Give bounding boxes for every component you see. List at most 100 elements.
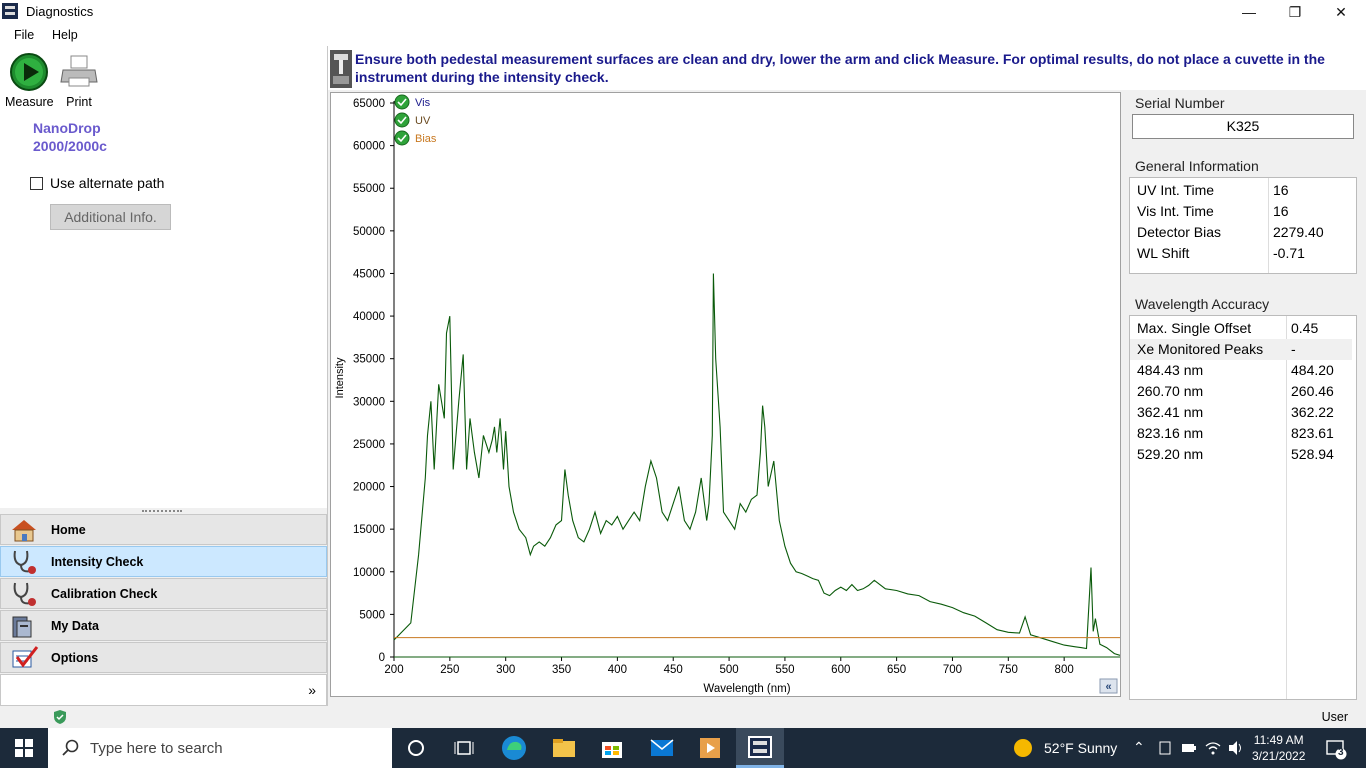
taskbar-search-box[interactable]: Type here to search xyxy=(48,728,392,768)
nav-my-data[interactable]: My Data xyxy=(0,610,327,641)
wl-row-name: 529.20 nm xyxy=(1137,446,1204,462)
general-info-grid: UV Int. Time 16 Vis Int. Time 16 Detecto… xyxy=(1129,177,1357,274)
store-icon[interactable] xyxy=(588,728,636,768)
instrument-icon xyxy=(330,50,352,88)
general-row-value: 2279.40 xyxy=(1273,224,1324,240)
stethoscope-icon xyxy=(13,582,36,606)
wl-row-value: 260.46 xyxy=(1291,383,1334,399)
table-row: 362.41 nm 362.22 xyxy=(1130,402,1356,423)
general-info-label: General Information xyxy=(1135,158,1259,174)
general-row-value: 16 xyxy=(1273,182,1289,198)
x-axis-title: Wavelength (nm) xyxy=(703,683,790,695)
nanodrop-taskbar-icon[interactable] xyxy=(736,728,784,768)
nav-calibration-check[interactable]: Calibration Check xyxy=(0,578,327,609)
taskbar-clock[interactable]: 11:49 AM 3/21/2022 xyxy=(1252,732,1305,764)
table-row: Max. Single Offset 0.45 xyxy=(1130,318,1356,339)
notification-icon[interactable] xyxy=(1325,738,1347,760)
panel-splitter[interactable] xyxy=(0,508,327,514)
device-icon[interactable] xyxy=(1158,741,1172,755)
title-bar: Diagnostics — ❐ ✕ xyxy=(0,0,1366,24)
collapse-chevron-icon: « xyxy=(1105,681,1111,693)
x-tick-label: 750 xyxy=(999,664,1018,676)
wavelength-accuracy-label: Wavelength Accuracy xyxy=(1135,296,1270,312)
print-label: Print xyxy=(66,95,92,109)
alternate-path-checkbox[interactable] xyxy=(30,176,43,190)
restore-button[interactable]: ❐ xyxy=(1288,3,1302,20)
wl-row-value: 362.22 xyxy=(1291,404,1334,420)
taskbar: Type here to search 52°F Sunny ⌃ 11:49 A… xyxy=(0,728,1366,768)
splitter-grip-icon xyxy=(142,510,182,512)
instruction-banner: Ensure both pedestal measurement surface… xyxy=(328,46,1366,90)
task-view-icon[interactable] xyxy=(440,728,488,768)
nav-intensity-check[interactable]: Intensity Check xyxy=(0,546,327,577)
wl-row-value: 484.20 xyxy=(1291,362,1334,378)
legend-label: Bias xyxy=(415,133,437,145)
legend-label: UV xyxy=(415,115,431,127)
home-icon xyxy=(12,519,36,541)
menu-file[interactable]: File xyxy=(14,28,35,42)
y-tick-label: 10000 xyxy=(353,567,385,579)
alternate-path-checkbox-row[interactable]: Use alternate path xyxy=(30,175,164,191)
wl-row-value: 528.94 xyxy=(1291,446,1334,462)
clock-date: 3/21/2022 xyxy=(1252,749,1306,763)
data-folder-icon xyxy=(12,616,32,637)
table-row: Detector Bias 2279.40 xyxy=(1130,222,1356,243)
file-explorer-icon[interactable] xyxy=(540,728,588,768)
legend-label: Vis xyxy=(415,97,431,109)
weather-sun-icon xyxy=(1014,739,1032,757)
close-button[interactable]: ✕ xyxy=(1335,3,1347,20)
y-tick-label: 65000 xyxy=(353,98,385,110)
wifi-icon[interactable] xyxy=(1205,740,1221,756)
media-player-icon[interactable] xyxy=(686,728,734,768)
x-tick-label: 250 xyxy=(440,664,459,676)
general-row-value: 16 xyxy=(1273,203,1289,219)
additional-info-button[interactable]: Additional Info. xyxy=(50,204,171,230)
nav-options[interactable]: Options xyxy=(0,642,327,673)
weather-text[interactable]: 52°F Sunny xyxy=(1044,740,1118,756)
expand-chevron-icon[interactable]: » xyxy=(308,682,316,698)
instruction-text: Ensure both pedestal measurement surface… xyxy=(355,51,1325,85)
series-vis-line xyxy=(393,273,1121,656)
minimize-button[interactable]: — xyxy=(1242,4,1256,20)
table-row: WL Shift -0.71 xyxy=(1130,243,1356,264)
menu-help[interactable]: Help xyxy=(52,28,78,42)
x-tick-label: 650 xyxy=(887,664,906,676)
x-tick-label: 600 xyxy=(831,664,850,676)
measure-button[interactable]: Measure xyxy=(5,52,54,109)
chevron-up-icon[interactable]: ⌃ xyxy=(1133,739,1145,755)
mail-icon[interactable] xyxy=(638,728,686,768)
legend-checkmark xyxy=(397,116,407,125)
y-tick-label: 55000 xyxy=(353,183,385,195)
x-tick-label: 800 xyxy=(1055,664,1074,676)
y-tick-label: 15000 xyxy=(353,524,385,536)
y-tick-label: 45000 xyxy=(353,268,385,280)
clock-time: 11:49 AM xyxy=(1253,733,1304,747)
serial-number-field: K325 xyxy=(1132,114,1354,139)
battery-icon[interactable] xyxy=(1181,741,1197,755)
options-checkmark-icon xyxy=(12,645,39,667)
table-row: 823.16 nm 823.61 xyxy=(1130,423,1356,444)
cortana-icon[interactable] xyxy=(392,728,440,768)
legend-checkmark xyxy=(397,134,407,143)
search-icon xyxy=(62,739,79,756)
play-icon xyxy=(10,53,48,91)
printer-icon xyxy=(60,55,98,87)
nanodrop-app-icon xyxy=(2,3,18,19)
print-button[interactable]: Print xyxy=(58,52,100,109)
nav-footer: » xyxy=(0,674,327,706)
shield-check-icon xyxy=(54,710,66,724)
nav-my-data-label: My Data xyxy=(51,618,99,633)
volume-icon[interactable] xyxy=(1228,740,1244,756)
collapse-panel-button xyxy=(1099,678,1118,694)
table-row: Vis Int. Time 16 xyxy=(1130,201,1356,222)
nav-home[interactable]: Home xyxy=(0,514,327,545)
y-tick-label: 35000 xyxy=(353,354,385,366)
y-tick-label: 0 xyxy=(379,652,385,664)
table-row: 529.20 nm 528.94 xyxy=(1130,444,1356,465)
alternate-path-label: Use alternate path xyxy=(50,175,165,191)
table-row: UV Int. Time 16 xyxy=(1130,180,1356,201)
edge-browser-icon[interactable] xyxy=(490,728,538,768)
y-tick-label: 25000 xyxy=(353,439,385,451)
start-button[interactable] xyxy=(0,728,48,768)
legend-checkmark xyxy=(397,98,407,107)
